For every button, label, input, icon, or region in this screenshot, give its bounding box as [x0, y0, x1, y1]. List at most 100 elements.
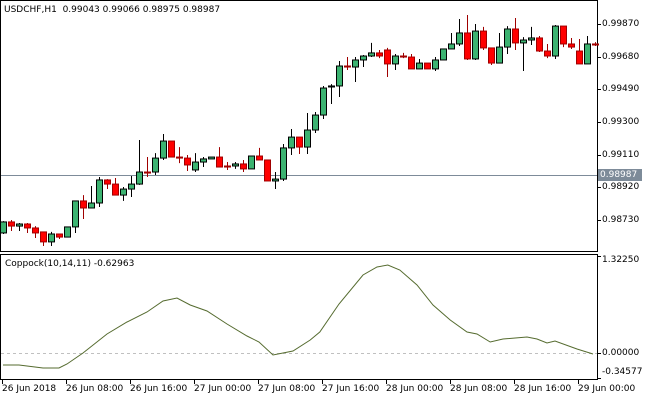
candle-body [176, 156, 183, 159]
candle [352, 57, 359, 83]
candle-body [192, 161, 199, 171]
candle [216, 147, 223, 168]
indicator-label: 0.00000 [602, 348, 640, 358]
candle [456, 19, 463, 47]
candle-body [368, 52, 375, 57]
candle-body [240, 163, 247, 170]
candle [8, 220, 15, 232]
candle [272, 172, 279, 190]
candle [544, 43, 551, 59]
candle-body [0, 221, 7, 234]
candle [192, 153, 199, 173]
indicator-label: 1.32250 [602, 255, 640, 265]
candle-body [56, 233, 63, 238]
candle [384, 47, 391, 78]
candle [408, 53, 415, 70]
candle [472, 24, 479, 60]
price-label: 0.98920 [602, 182, 640, 192]
price-label: 0.99680 [602, 52, 640, 62]
candle-body [24, 223, 31, 229]
candle-body [504, 28, 511, 48]
candle [232, 162, 239, 169]
candle [464, 15, 471, 60]
candle-body [488, 47, 495, 64]
candle-body [296, 136, 303, 148]
candle-body [432, 59, 439, 70]
candle-body [208, 156, 215, 160]
candle [32, 226, 39, 238]
candle [264, 159, 271, 182]
time-label: 26 Jun 2018 [2, 384, 57, 394]
candle-body [304, 129, 311, 148]
candle [328, 84, 335, 105]
candle [296, 136, 303, 154]
candle [432, 57, 439, 71]
candle [512, 17, 519, 50]
candle-body [120, 188, 127, 196]
candle [520, 37, 527, 71]
candle [280, 143, 287, 181]
candle [440, 48, 447, 61]
high-value: 0.99066 [102, 5, 140, 15]
candle-body [400, 55, 407, 58]
candle [368, 42, 375, 58]
time-label: 26 Jun 08:00 [66, 384, 124, 394]
open-value: 0.99043 [62, 5, 100, 15]
candle [248, 155, 255, 170]
time-label: 28 Jun 08:00 [450, 384, 508, 394]
candle [592, 42, 599, 47]
time-label: 27 Jun 16:00 [322, 384, 380, 394]
candle [312, 111, 319, 133]
chart-title: USDCHF,H1 0.99043 0.99066 0.98975 0.9898… [4, 5, 220, 15]
candle [176, 147, 183, 164]
candle-body [328, 85, 335, 88]
candle [144, 157, 151, 178]
candle-body [128, 183, 135, 190]
candle [48, 231, 55, 247]
candle-body [360, 55, 367, 61]
close-value: 0.98987 [182, 5, 221, 15]
candle-body [160, 140, 167, 159]
candle [400, 52, 407, 59]
candle [56, 233, 63, 239]
candle-body [216, 156, 223, 168]
price-label: 0.98730 [602, 215, 640, 225]
candle [200, 157, 207, 168]
indicator-title: Coppock(10,14,11) -0.62963 [5, 259, 135, 269]
candle [240, 159, 247, 173]
candle-body [144, 171, 151, 174]
candle [304, 112, 311, 154]
candle [416, 58, 423, 70]
candle [136, 140, 143, 185]
candle [168, 140, 175, 158]
candle [488, 47, 495, 65]
candle-body [8, 221, 15, 227]
candle [256, 147, 263, 161]
candle [40, 231, 47, 247]
candle [568, 37, 575, 49]
candle-body [48, 233, 55, 243]
candle-body [512, 28, 519, 44]
candle-body [528, 37, 535, 41]
candle-body [408, 56, 415, 70]
candle-body [520, 39, 527, 44]
candle-body [464, 32, 471, 60]
candle-body [344, 65, 351, 68]
candle [480, 26, 487, 50]
time-label: 26 Jun 16:00 [130, 384, 188, 394]
candle [160, 133, 167, 160]
candle [80, 195, 87, 220]
candle-body [256, 155, 263, 161]
candle [344, 57, 351, 70]
candle [64, 226, 71, 238]
candle [104, 179, 111, 190]
candle-body [336, 65, 343, 87]
candle [424, 62, 431, 70]
candle [336, 61, 343, 97]
candle-body [32, 227, 39, 234]
candle [448, 32, 455, 50]
candle-body [472, 30, 479, 60]
candle-body [384, 49, 391, 65]
candle [584, 36, 591, 65]
candles-group [0, 15, 599, 247]
